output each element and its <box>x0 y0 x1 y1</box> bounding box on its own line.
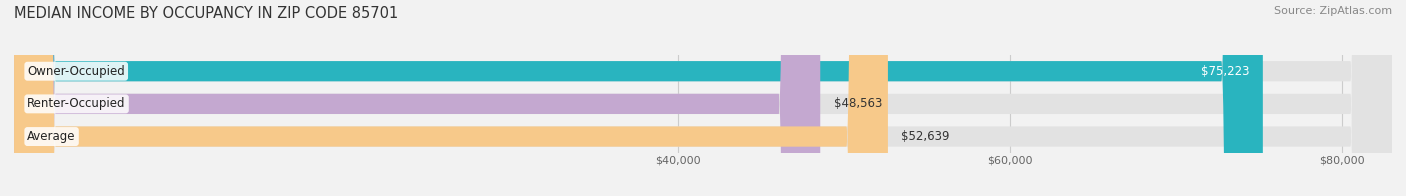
Text: MEDIAN INCOME BY OCCUPANCY IN ZIP CODE 85701: MEDIAN INCOME BY OCCUPANCY IN ZIP CODE 8… <box>14 6 398 21</box>
Text: $48,563: $48,563 <box>834 97 882 110</box>
Text: Renter-Occupied: Renter-Occupied <box>27 97 127 110</box>
FancyBboxPatch shape <box>14 0 889 196</box>
FancyBboxPatch shape <box>14 0 1263 196</box>
FancyBboxPatch shape <box>14 0 1392 196</box>
Text: $75,223: $75,223 <box>1201 65 1250 78</box>
Text: $52,639: $52,639 <box>901 130 949 143</box>
FancyBboxPatch shape <box>14 0 1392 196</box>
Text: Average: Average <box>27 130 76 143</box>
FancyBboxPatch shape <box>14 0 1392 196</box>
FancyBboxPatch shape <box>14 0 820 196</box>
Text: Owner-Occupied: Owner-Occupied <box>27 65 125 78</box>
Text: Source: ZipAtlas.com: Source: ZipAtlas.com <box>1274 6 1392 16</box>
